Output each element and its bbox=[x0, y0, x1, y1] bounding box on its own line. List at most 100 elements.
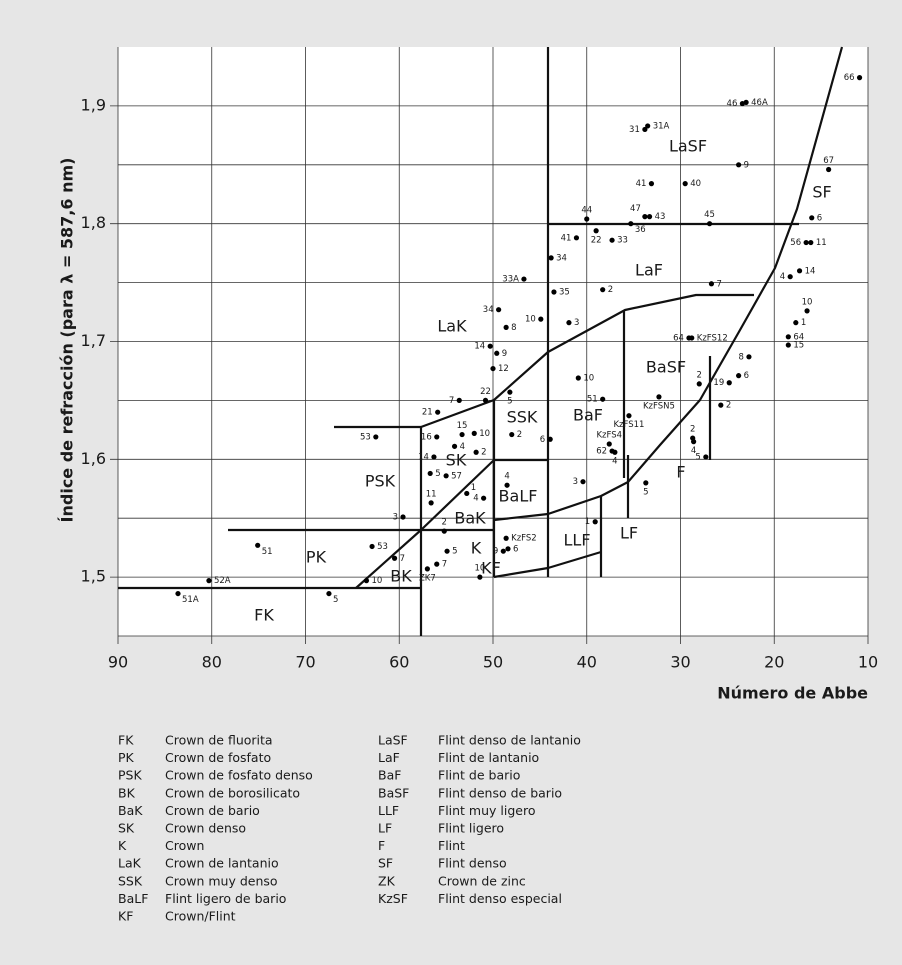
point-label: 62 bbox=[596, 447, 607, 457]
point bbox=[682, 181, 688, 187]
point bbox=[434, 434, 440, 440]
key-code: K bbox=[118, 838, 127, 853]
y-tick-label: 1,9 bbox=[81, 95, 106, 114]
point-label: 2 bbox=[517, 430, 522, 440]
point bbox=[703, 454, 709, 460]
key-name: Flint ligero de bario bbox=[165, 891, 286, 906]
point-label: 66 bbox=[844, 73, 855, 83]
point bbox=[496, 307, 502, 313]
point bbox=[785, 342, 791, 348]
point-label: KzFS12 bbox=[697, 333, 728, 343]
point-label: 4 bbox=[504, 472, 509, 482]
point bbox=[726, 380, 732, 386]
point-label: 53 bbox=[377, 542, 388, 552]
point bbox=[500, 548, 506, 554]
point bbox=[451, 443, 458, 449]
point-label: 22 bbox=[480, 387, 491, 397]
point-label: 8 bbox=[511, 323, 516, 333]
point-label: ZK7 bbox=[419, 573, 436, 583]
point-label: KzFSN5 bbox=[643, 401, 675, 411]
point-label: 44 bbox=[581, 205, 592, 215]
key-name: Flint denso de bario bbox=[438, 785, 562, 800]
key-code: PK bbox=[118, 750, 135, 765]
key-name: Flint ligero bbox=[438, 821, 504, 836]
point-label: 7 bbox=[449, 396, 454, 406]
point-label: 34 bbox=[556, 253, 567, 263]
key-name: Crown de lantanio bbox=[165, 856, 279, 871]
point-label: 10 bbox=[525, 315, 536, 325]
point bbox=[391, 555, 398, 561]
point bbox=[809, 215, 815, 221]
point-label: 10 bbox=[802, 297, 813, 307]
point bbox=[507, 389, 513, 395]
point-label: 8 bbox=[739, 352, 744, 362]
x-tick-label: 50 bbox=[483, 653, 503, 672]
point bbox=[628, 221, 634, 227]
point-label: 3 bbox=[573, 477, 578, 487]
point bbox=[175, 590, 181, 597]
key-code: FK bbox=[118, 733, 134, 748]
region-label: LaK bbox=[437, 317, 467, 336]
point-label: 35 bbox=[559, 288, 570, 298]
point bbox=[593, 228, 599, 234]
region-label: F bbox=[676, 463, 685, 482]
point-label: 2 bbox=[726, 401, 731, 411]
point bbox=[443, 473, 449, 479]
point bbox=[736, 373, 742, 379]
region-label: BaSF bbox=[646, 358, 686, 377]
point bbox=[736, 162, 742, 168]
region-label: LaSF bbox=[669, 137, 707, 156]
key-name: Flint denso especial bbox=[438, 891, 562, 906]
point-label: 7 bbox=[400, 554, 405, 564]
point bbox=[490, 365, 496, 372]
x-tick-label: 10 bbox=[858, 653, 878, 672]
key-code: LaF bbox=[378, 750, 400, 765]
point bbox=[477, 574, 483, 580]
point-label: 14 bbox=[474, 342, 485, 352]
point bbox=[481, 495, 487, 501]
point bbox=[435, 409, 441, 415]
point bbox=[626, 413, 632, 419]
key-code: LaSF bbox=[378, 733, 408, 748]
point bbox=[826, 166, 832, 173]
point bbox=[434, 561, 440, 567]
point-label: 34 bbox=[483, 305, 494, 315]
point bbox=[505, 546, 511, 552]
point-label: 5 bbox=[452, 547, 457, 557]
point bbox=[548, 255, 554, 261]
point-label: 5 bbox=[643, 487, 648, 497]
point-label: KzFS4 bbox=[596, 430, 622, 440]
point-label: 9 bbox=[502, 349, 507, 359]
point bbox=[456, 397, 462, 403]
point-label: 11 bbox=[426, 489, 437, 499]
x-tick-label: 20 bbox=[764, 653, 784, 672]
region-label: BaK bbox=[454, 509, 486, 528]
x-tick-label: 40 bbox=[577, 653, 597, 672]
point bbox=[796, 268, 803, 274]
x-axis-title: Número de Abbe bbox=[717, 684, 868, 703]
point-label: 22 bbox=[591, 235, 602, 245]
boundary bbox=[420, 293, 754, 429]
key-name: Crown/Flint bbox=[165, 909, 236, 924]
point-label: 21 bbox=[422, 408, 433, 418]
region-label: LaF bbox=[635, 261, 663, 280]
point bbox=[206, 578, 212, 584]
key-name: Crown de zinc bbox=[438, 873, 526, 888]
key-name: Crown de fosfato denso bbox=[165, 768, 313, 783]
point-label: 3 bbox=[574, 318, 579, 328]
point bbox=[706, 221, 713, 227]
point bbox=[743, 99, 749, 105]
point bbox=[441, 528, 447, 534]
point bbox=[580, 479, 586, 485]
point-label: 10 bbox=[474, 564, 485, 574]
point-label: 2 bbox=[690, 425, 695, 435]
point-label: KzFS2 bbox=[511, 534, 537, 544]
key-code: BaSF bbox=[378, 785, 409, 800]
point-label: 41 bbox=[636, 179, 647, 189]
key-name: Crown muy denso bbox=[165, 873, 278, 888]
x-tick-label: 70 bbox=[295, 653, 315, 672]
region-label: PK bbox=[306, 548, 327, 567]
point-label: 7 bbox=[442, 560, 447, 570]
point bbox=[787, 274, 793, 280]
